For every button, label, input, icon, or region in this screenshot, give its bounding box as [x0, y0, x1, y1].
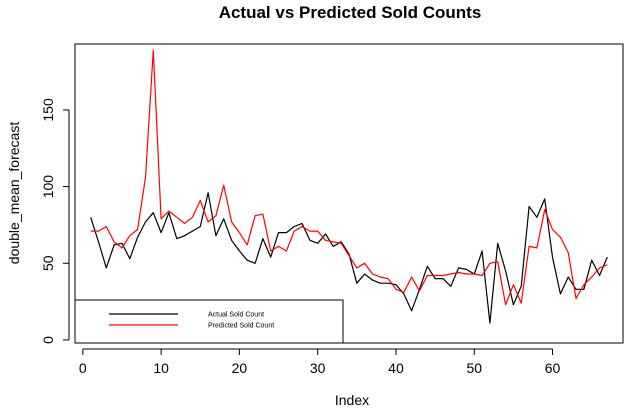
- legend: Actual Sold Count Predicted Sold Count: [74, 299, 344, 344]
- series-line-predicted-sold-count: [90, 49, 608, 306]
- x-axis-label: Index: [335, 392, 369, 408]
- x-tick-label: 20: [232, 360, 248, 376]
- series-layer: [90, 49, 608, 324]
- legend-label-predicted-sold-count: Predicted Sold Count: [208, 323, 274, 330]
- x-tick-label: 0: [79, 360, 87, 376]
- y-tick-label: 150: [40, 98, 56, 122]
- x-tick-label: 30: [310, 360, 326, 376]
- y-axis: 0 50 100 150: [40, 98, 70, 344]
- legend-label-actual-sold-count: Actual Sold Count: [208, 312, 264, 319]
- legend-box: [74, 299, 344, 344]
- series-line-actual-sold-count: [90, 192, 608, 324]
- x-tick-label: 60: [545, 360, 561, 376]
- plot-frame: [74, 43, 624, 344]
- y-tick-label: 50: [40, 255, 56, 271]
- y-tick-label: 100: [40, 175, 56, 199]
- y-axis-label: double_mean_forecast: [6, 122, 22, 265]
- x-axis: 0 10 20 30 40 50 60: [79, 348, 561, 376]
- x-tick-label: 40: [388, 360, 404, 376]
- x-tick-label: 50: [466, 360, 482, 376]
- chart-title: Actual vs Predicted Sold Counts: [219, 3, 482, 22]
- y-tick-label: 0: [40, 336, 56, 344]
- x-tick-label: 10: [153, 360, 169, 376]
